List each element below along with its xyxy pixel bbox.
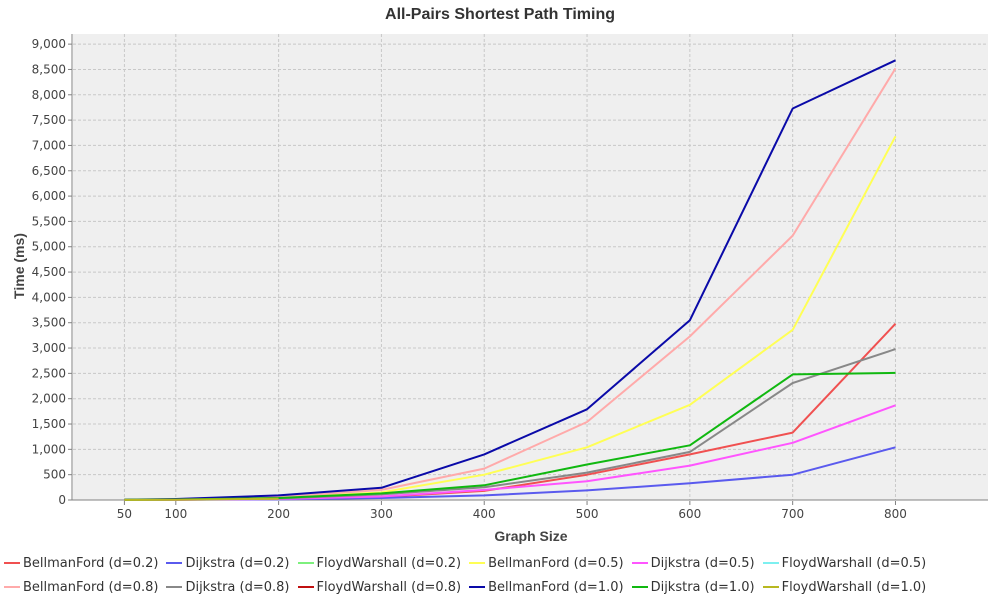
x-tick-label: 500 [576, 507, 599, 521]
legend-item: BellmanFord (d=0.8) [4, 580, 158, 595]
legend-item: FloydWarshall (d=0.5) [762, 555, 927, 571]
legend-label: FloydWarshall (d=0.8) [316, 579, 462, 595]
legend-swatch [4, 562, 20, 564]
y-tick-label: 2,000 [32, 392, 66, 406]
x-tick-label: 400 [473, 507, 496, 521]
legend-swatch [631, 562, 648, 564]
legend-item: Dijkstra (d=1.0) [631, 579, 755, 595]
legend-label: BellmanFord (d=0.8) [23, 579, 159, 595]
legend-swatch [166, 562, 183, 564]
x-axis-label: Graph Size [494, 528, 567, 544]
x-axis-ticks: 50 100 200 300 400 500 600 700 800 [117, 501, 907, 521]
chart-title: All-Pairs Shortest Path Timing [385, 6, 615, 23]
y-tick-label: 5,000 [32, 240, 66, 254]
y-tick-label: 8,500 [32, 62, 66, 76]
y-axis-label: Time (ms) [11, 233, 27, 299]
x-tick-label: 700 [781, 507, 804, 521]
legend-label: Dijkstra (d=0.8) [185, 579, 290, 595]
legend-swatch [762, 562, 779, 564]
series-line-11 [124, 497, 279, 501]
y-tick-label: 4,000 [32, 290, 66, 304]
legend-swatch [297, 562, 314, 564]
legend-label: FloydWarshall (d=0.2) [316, 555, 462, 571]
y-tick-label: 8,000 [32, 88, 66, 102]
y-tick-label: 7,000 [32, 138, 66, 152]
x-tick-label: 600 [678, 507, 701, 521]
legend-swatch [762, 586, 779, 588]
legend-item: BellmanFord (d=1.0) [469, 579, 624, 595]
legend-label: BellmanFord (d=0.5) [488, 555, 624, 571]
legend-swatch [297, 586, 314, 588]
grid-lines [73, 34, 988, 501]
y-tick-label: 500 [43, 468, 66, 482]
x-tick-label: 200 [267, 507, 290, 521]
legend-item: Dijkstra (d=0.5) [631, 555, 755, 571]
y-tick-label: 6,000 [32, 189, 66, 203]
legend-row: BellmanFord (d=0.8) Dijkstra (d=0.8) Floyd… [4, 575, 996, 599]
x-tick-label: 100 [164, 507, 187, 521]
legend-swatch [631, 586, 648, 588]
legend-label: Dijkstra (d=0.2) [185, 555, 290, 571]
legend-swatch [469, 562, 486, 564]
legend-item: BellmanFord (d=0.5) [469, 555, 624, 571]
y-tick-label: 6,500 [32, 164, 66, 178]
x-tick-label: 300 [370, 507, 393, 521]
plot-area [73, 34, 988, 500]
series-lines [124, 59, 897, 501]
legend-item: BellmanFord (d=0.2) [4, 556, 158, 571]
legend-swatch [469, 586, 486, 588]
y-tick-label: 2,500 [32, 366, 66, 380]
legend-label: FloydWarshall (d=0.5) [781, 555, 927, 571]
legend-item: FloydWarshall (d=0.8) [297, 579, 462, 595]
y-tick-label: 0 [58, 493, 66, 507]
legend-item: FloydWarshall (d=0.2) [297, 555, 462, 571]
y-tick-label: 4,500 [32, 265, 66, 279]
y-tick-label: 3,000 [32, 341, 66, 355]
legend-item: Dijkstra (d=0.8) [166, 579, 290, 595]
legend-swatch [4, 586, 20, 588]
legend: BellmanFord (d=0.2) Dijkstra (d=0.2) Floyd… [4, 551, 996, 599]
y-tick-label: 5,500 [32, 214, 66, 228]
series-line-9 [124, 59, 896, 501]
y-tick-label: 1,000 [32, 442, 66, 456]
x-tick-label: 50 [117, 507, 132, 521]
legend-item: FloydWarshall (d=1.0) [762, 579, 927, 595]
y-axis-ticks: 0 500 1,000 1,500 2,000 2,500 3,000 3,500 4,000 4… [32, 37, 72, 507]
legend-item: Dijkstra (d=0.2) [166, 555, 290, 571]
legend-label: FloydWarshall (d=1.0) [781, 579, 927, 595]
legend-label: BellmanFord (d=0.2) [23, 555, 159, 571]
y-tick-label: 9,000 [32, 37, 66, 51]
legend-label: Dijkstra (d=0.5) [650, 555, 755, 571]
y-tick-label: 1,500 [32, 417, 66, 431]
y-tick-label: 3,500 [32, 316, 66, 330]
y-tick-label: 7,500 [32, 113, 66, 127]
x-tick-label: 800 [884, 507, 907, 521]
legend-label: Dijkstra (d=1.0) [650, 579, 755, 595]
legend-label: BellmanFord (d=1.0) [488, 579, 624, 595]
legend-row: BellmanFord (d=0.2) Dijkstra (d=0.2) Floyd… [4, 551, 996, 575]
legend-swatch [166, 586, 183, 588]
